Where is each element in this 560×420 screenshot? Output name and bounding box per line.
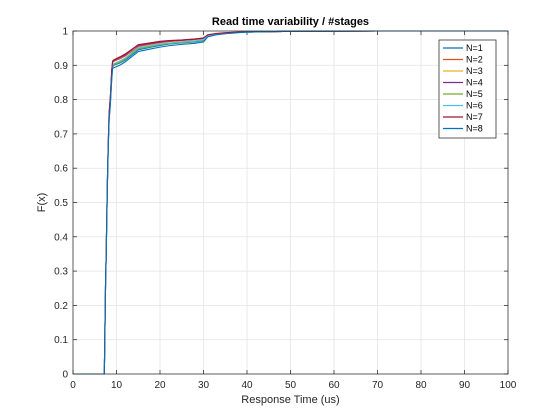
y-axis-title: F(x) [36, 193, 48, 213]
series-lines [73, 30, 508, 375]
y-tick-label: 0.3 [54, 267, 68, 278]
legend-label-2: N=2 [466, 55, 483, 65]
y-tick-label: 0.8 [54, 95, 68, 106]
y-tick-label: 0.9 [54, 61, 68, 72]
x-tick-label: 10 [111, 380, 123, 391]
legend-label-6: N=6 [466, 101, 483, 111]
y-tick-labels: 0 0.1 0.2 0.3 0.4 0.5 0.6 0.7 0.8 0.9 1 [54, 27, 68, 381]
legend-label-4: N=4 [466, 78, 483, 88]
y-tick-label: 1 [62, 27, 68, 38]
legend-label-1: N=1 [466, 43, 483, 53]
x-axis-title: Response Time (us) [241, 394, 339, 406]
x-tick-label: 100 [500, 380, 517, 391]
legend-box [438, 39, 497, 139]
x-tick-labels: 0 10 20 30 40 50 60 70 80 90 100 [70, 380, 517, 391]
series-line-8 [73, 30, 508, 375]
x-tick-label: 20 [154, 380, 166, 391]
y-tick-label: 0.4 [54, 232, 68, 243]
y-tick-label: 0.7 [54, 129, 68, 140]
x-tick-label: 50 [285, 380, 297, 391]
y-tick-label: 0.6 [54, 164, 68, 175]
legend-label-8: N=8 [466, 124, 483, 134]
x-tick-label: 40 [241, 380, 253, 391]
x-tick-label: 0 [70, 380, 76, 391]
x-tick-label: 30 [198, 380, 210, 391]
legend-label-3: N=3 [466, 66, 483, 76]
x-tick-label: 80 [415, 380, 427, 391]
y-tick-label: 0.2 [54, 301, 68, 312]
plot-border [72, 30, 509, 375]
y-tick-label: 0.5 [54, 198, 68, 209]
grid [73, 31, 508, 374]
x-tick-label: 90 [459, 380, 471, 391]
legend: N=1 N=2N=3 N=4N=5 N=6N=7 N=8 [438, 39, 497, 139]
chart-title: Read time variability / #stages [212, 16, 369, 28]
x-tick-label: 60 [328, 380, 340, 391]
legend-label-7: N=7 [466, 112, 483, 122]
x-tick-label: 70 [372, 380, 384, 391]
y-tick-label: 0.1 [54, 335, 68, 346]
y-tick-label: 0 [62, 370, 68, 381]
legend-label-5: N=5 [466, 89, 483, 99]
